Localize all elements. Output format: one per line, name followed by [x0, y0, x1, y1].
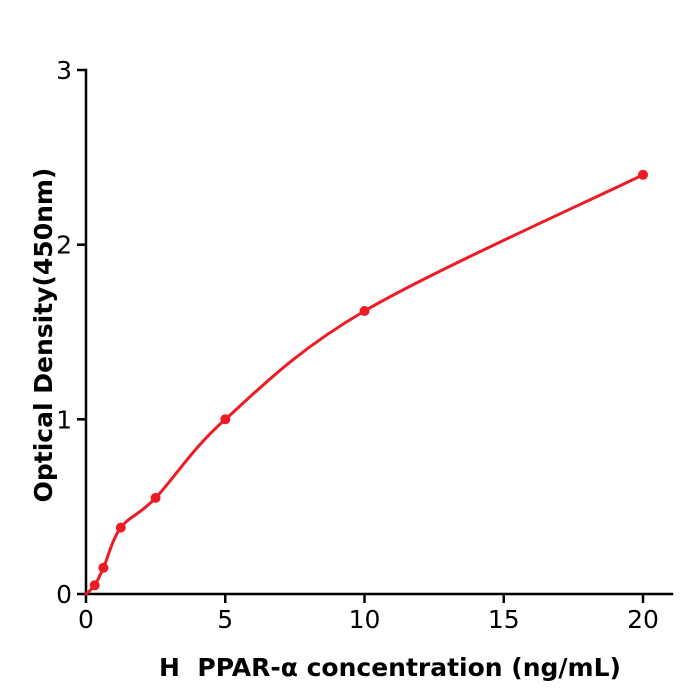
data-point-marker — [115, 522, 126, 533]
axis-spines — [84, 68, 674, 596]
y-axis-ticks: 0 1 2 3 — [56, 56, 86, 609]
data-point-marker — [359, 306, 370, 316]
x-axis-label: H PPAR-α concentration (ng/mL) — [159, 653, 621, 682]
x-tick-label: 15 — [488, 605, 520, 634]
data-point-marker — [150, 492, 161, 503]
data-point-marker — [220, 414, 231, 425]
x-axis-ticks: 0 5 10 15 20 — [78, 594, 659, 634]
y-axis-label: Optical Density(450nm) — [29, 168, 58, 503]
x-tick-label: 10 — [349, 605, 381, 634]
y-tick-label: 3 — [56, 56, 72, 85]
data-point-marker — [98, 562, 109, 573]
y-tick-label: 0 — [56, 580, 72, 609]
y-tick-label: 2 — [56, 231, 72, 260]
x-tick-label: 5 — [217, 605, 233, 634]
fit-curve — [84, 173, 645, 596]
y-tick-label: 1 — [56, 405, 72, 434]
data-point-marker — [638, 169, 648, 180]
x-tick-label: 0 — [78, 605, 94, 634]
data-points-group — [89, 169, 648, 591]
x-tick-label: 20 — [627, 605, 659, 634]
data-point-marker — [89, 580, 100, 591]
